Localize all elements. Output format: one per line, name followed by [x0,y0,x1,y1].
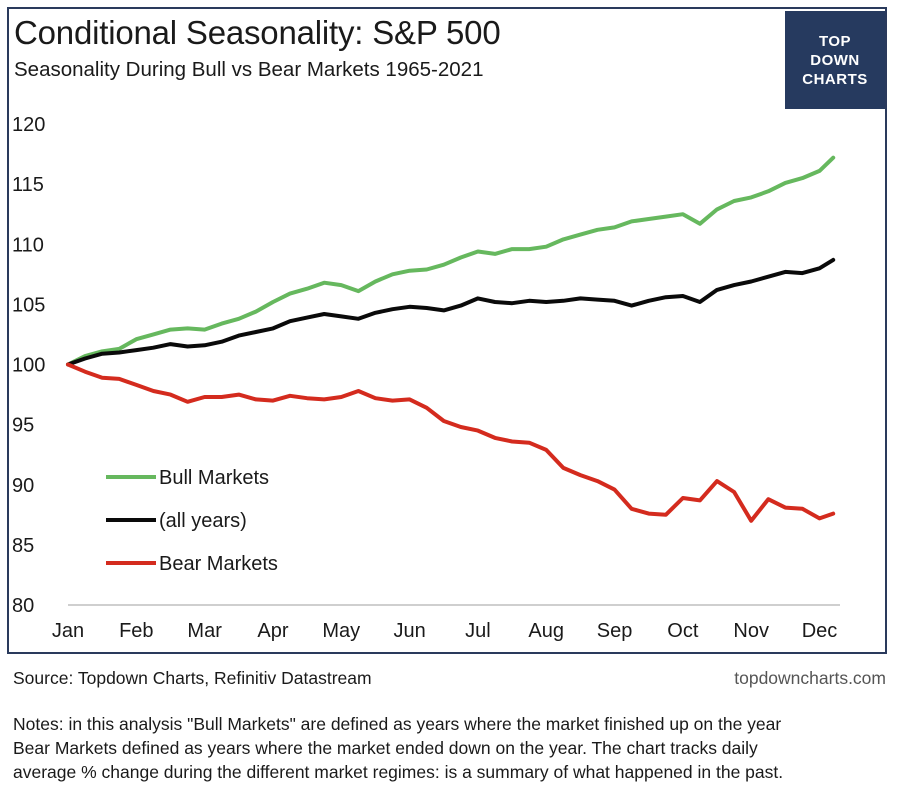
y-tick-label-85: 85 [12,535,34,557]
x-tick-label-may: May [322,620,360,642]
y-tick-label-90: 90 [12,475,34,497]
notes-line-1: Notes: in this analysis "Bull Markets" a… [13,714,782,734]
chart-frame [7,7,887,654]
x-tick-label-nov: Nov [733,620,769,642]
x-tick-label-mar: Mar [187,620,222,642]
legend-label-2: (all years) [159,510,247,532]
y-tick-label-100: 100 [12,355,45,377]
x-tick-label-sep: Sep [597,620,633,642]
series-line-1 [66,155,836,367]
line-chart: 80 85 90 95 100 105 110 115 120 Jan Feb Mar Apr May Ju… [12,114,840,642]
notes-line-2: Bear Markets defined as years where the … [13,738,758,758]
logo-line-1: TOP [818,32,852,50]
topdown-charts-logo: TOP DOWN CHARTS [785,11,885,109]
website-link[interactable]: topdowncharts.com [734,668,886,688]
x-tick-label-jan: Jan [52,620,84,642]
source-text: Source: Topdown Charts, Refinitiv Datast… [13,668,372,688]
x-tick-label-feb: Feb [119,620,153,642]
notes: Notes: in this analysis "Bull Markets" a… [13,712,891,784]
x-tick-label-apr: Apr [257,620,288,642]
chart-subtitle: Seasonality During Bull vs Bear Markets … [14,58,484,81]
y-tick-label-110: 110 [12,234,44,256]
notes-line-3: average % change during the different ma… [13,762,784,782]
y-tick-label-80: 80 [12,595,34,617]
x-tick-label-jun: Jun [393,620,425,642]
x-tick-label-oct: Oct [667,620,699,642]
y-tick-label-115: 115 [12,174,44,196]
chart-title: Conditional Seasonality: S&P 500 [14,14,501,51]
legend-label-3: Bear Markets [159,553,278,575]
logo-line-3: CHARTS [802,70,868,88]
y-tick-label-105: 105 [12,294,45,316]
legend-label-1: Bull Markets [159,467,269,489]
x-tick-label-dec: Dec [802,620,838,642]
y-tick-label-95: 95 [12,415,34,437]
logo-line-2: DOWN [810,51,860,69]
series-line-2 [66,257,836,367]
series-line-3 [66,362,836,523]
y-tick-label-120: 120 [12,114,45,136]
x-tick-label-jul: Jul [465,620,491,642]
x-tick-label-aug: Aug [528,620,564,642]
